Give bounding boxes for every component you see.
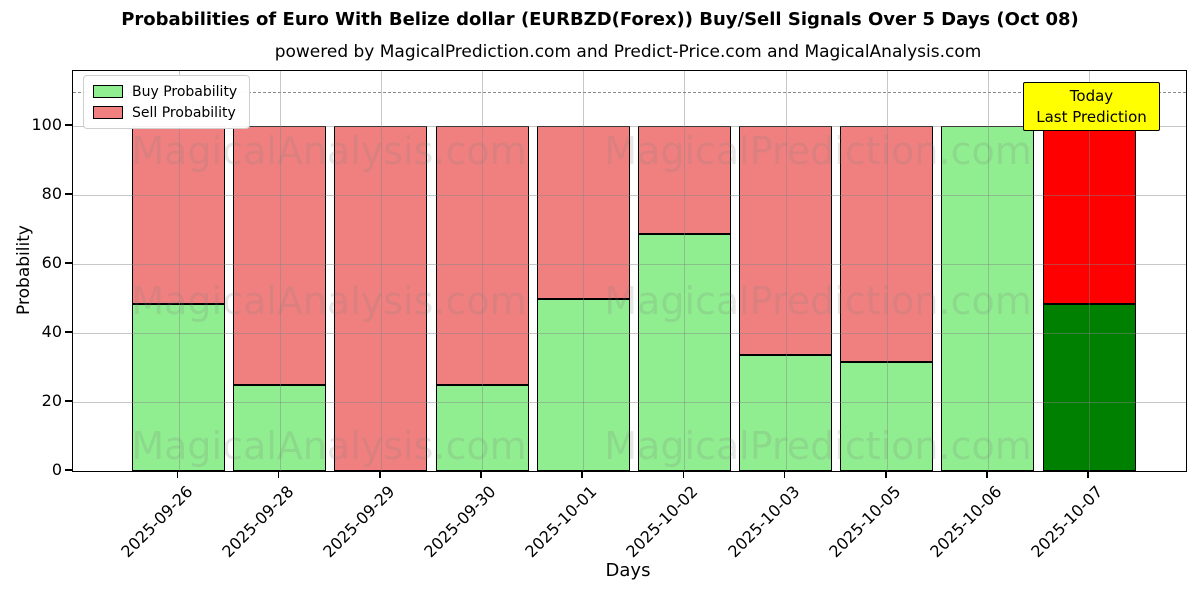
bar-2025-09-28 — [233, 71, 327, 471]
bar-2025-10-07 — [1042, 71, 1136, 471]
sell-bar-segment — [536, 126, 630, 299]
x-tick-label-text: 2025-09-26 — [116, 482, 196, 562]
y-tick-label: 60 — [41, 253, 62, 273]
sell-bar-segment — [840, 126, 934, 363]
buy-bar-segment — [233, 384, 327, 471]
sell-bar-segment — [435, 126, 529, 385]
vertical-gridline — [482, 71, 484, 471]
legend-label-buy: Buy Probability — [132, 83, 238, 100]
chart-title: Probabilities of Euro With Belize dollar… — [121, 9, 1079, 30]
x-tick-label: 2025-10-07 — [1027, 482, 1186, 561]
x-tick-mark — [884, 472, 887, 478]
buy-bar-segment — [840, 362, 934, 471]
y-tick-mark — [65, 124, 72, 126]
horizontal-gridline — [73, 333, 1186, 335]
watermark-text: MagicalPrediction.com — [604, 129, 1032, 173]
y-tick-mark — [65, 262, 72, 264]
buy-bar-segment — [941, 126, 1035, 471]
today-annotation-line2: Last Prediction — [1036, 107, 1147, 126]
buy-bar-segment — [131, 303, 226, 471]
sell-bar-segment — [233, 126, 327, 385]
x-tick-label: 2025-10-06 — [926, 482, 1085, 561]
today-annotation-line1: Today — [1069, 86, 1114, 105]
x-tick-label: 2025-09-29 — [319, 482, 478, 561]
y-tick-mark — [65, 469, 72, 471]
bar-2025-10-01 — [536, 71, 630, 471]
vertical-gridline — [178, 71, 180, 471]
legend-item-sell: Sell Probability — [93, 102, 237, 123]
y-tick-mark — [65, 400, 72, 402]
bar-2025-09-26 — [131, 71, 226, 471]
y-tick-label: 80 — [41, 184, 62, 204]
dashed-threshold-line — [73, 91, 1186, 93]
sell-swatch-icon — [93, 106, 123, 119]
vertical-gridline — [684, 71, 686, 471]
x-axis-label: Days — [605, 560, 651, 581]
bar-2025-10-06 — [941, 71, 1035, 471]
buy-swatch-icon — [93, 85, 123, 98]
bar-2025-09-30 — [435, 71, 529, 471]
chart-legend: Buy Probability Sell Probability — [83, 75, 251, 129]
x-tick-label: 2025-09-28 — [218, 482, 377, 561]
vertical-gridline — [380, 71, 382, 471]
horizontal-gridline — [73, 402, 1186, 404]
x-tick-mark — [682, 472, 685, 478]
buy-bar-segment — [536, 298, 630, 471]
horizontal-gridline — [73, 264, 1186, 266]
y-tick-label: 20 — [41, 391, 62, 411]
horizontal-gridline — [73, 195, 1186, 197]
buy-bar-segment — [637, 234, 731, 471]
y-tick-mark — [65, 193, 72, 195]
chart-subtitle: powered by MagicalPrediction.com and Pre… — [274, 42, 982, 62]
x-tick-mark — [379, 472, 381, 478]
watermark-text: MagicalPrediction.com — [604, 279, 1032, 323]
watermark-text: MagicalAnalysis.com — [131, 424, 527, 468]
watermark-text: MagicalAnalysis.com — [131, 279, 527, 323]
vertical-gridline — [1089, 71, 1091, 471]
x-tick-mark — [986, 472, 988, 478]
x-tick-mark — [277, 472, 280, 478]
x-tick-label: 2025-09-26 — [117, 482, 276, 561]
y-tick-mark — [65, 331, 72, 333]
buy-bar-segment — [739, 355, 833, 471]
sell-bar-segment — [1042, 126, 1136, 304]
vertical-gridline — [785, 71, 787, 471]
vertical-gridline — [886, 71, 888, 471]
x-tick-mark — [480, 472, 482, 478]
plot-area: Buy Probability Sell Probability Today L… — [72, 70, 1187, 472]
x-tick-label: 2025-09-30 — [420, 482, 579, 561]
x-tick-mark — [581, 472, 583, 478]
today-annotation: Today Last Prediction — [1023, 82, 1160, 131]
x-tick-label: 2025-10-02 — [623, 482, 781, 561]
bar-2025-10-02 — [637, 71, 731, 471]
legend-label-sell: Sell Probability — [132, 104, 236, 121]
y-tick-label: 0 — [51, 460, 62, 479]
vertical-gridline — [279, 71, 281, 471]
sell-bar-segment — [739, 126, 833, 356]
sell-bar-segment — [637, 126, 731, 235]
x-tick-label: 2025-10-01 — [521, 482, 680, 561]
buy-bar-segment — [435, 384, 529, 471]
watermark-text: MagicalPrediction.com — [604, 424, 1032, 468]
x-tick-mark — [1087, 472, 1089, 478]
bar-2025-09-29 — [334, 71, 428, 471]
sell-bar-segment — [334, 126, 428, 471]
y-tick-label: 100 — [31, 115, 62, 135]
legend-item-buy: Buy Probability — [93, 81, 237, 102]
x-tick-label: 2025-10-05 — [825, 482, 984, 561]
horizontal-gridline — [73, 126, 1186, 128]
watermark-text: MagicalAnalysis.com — [131, 129, 527, 173]
bar-2025-10-03 — [739, 71, 833, 471]
bar-2025-10-05 — [840, 71, 934, 471]
vertical-gridline — [987, 71, 989, 471]
sell-bar-segment — [131, 126, 226, 304]
x-tick-label: 2025-10-03 — [724, 482, 883, 561]
y-tick-label: 40 — [41, 322, 62, 342]
buy-bar-segment — [1042, 303, 1136, 471]
x-tick-mark — [176, 472, 179, 478]
x-tick-mark — [783, 472, 786, 478]
vertical-gridline — [583, 71, 585, 471]
